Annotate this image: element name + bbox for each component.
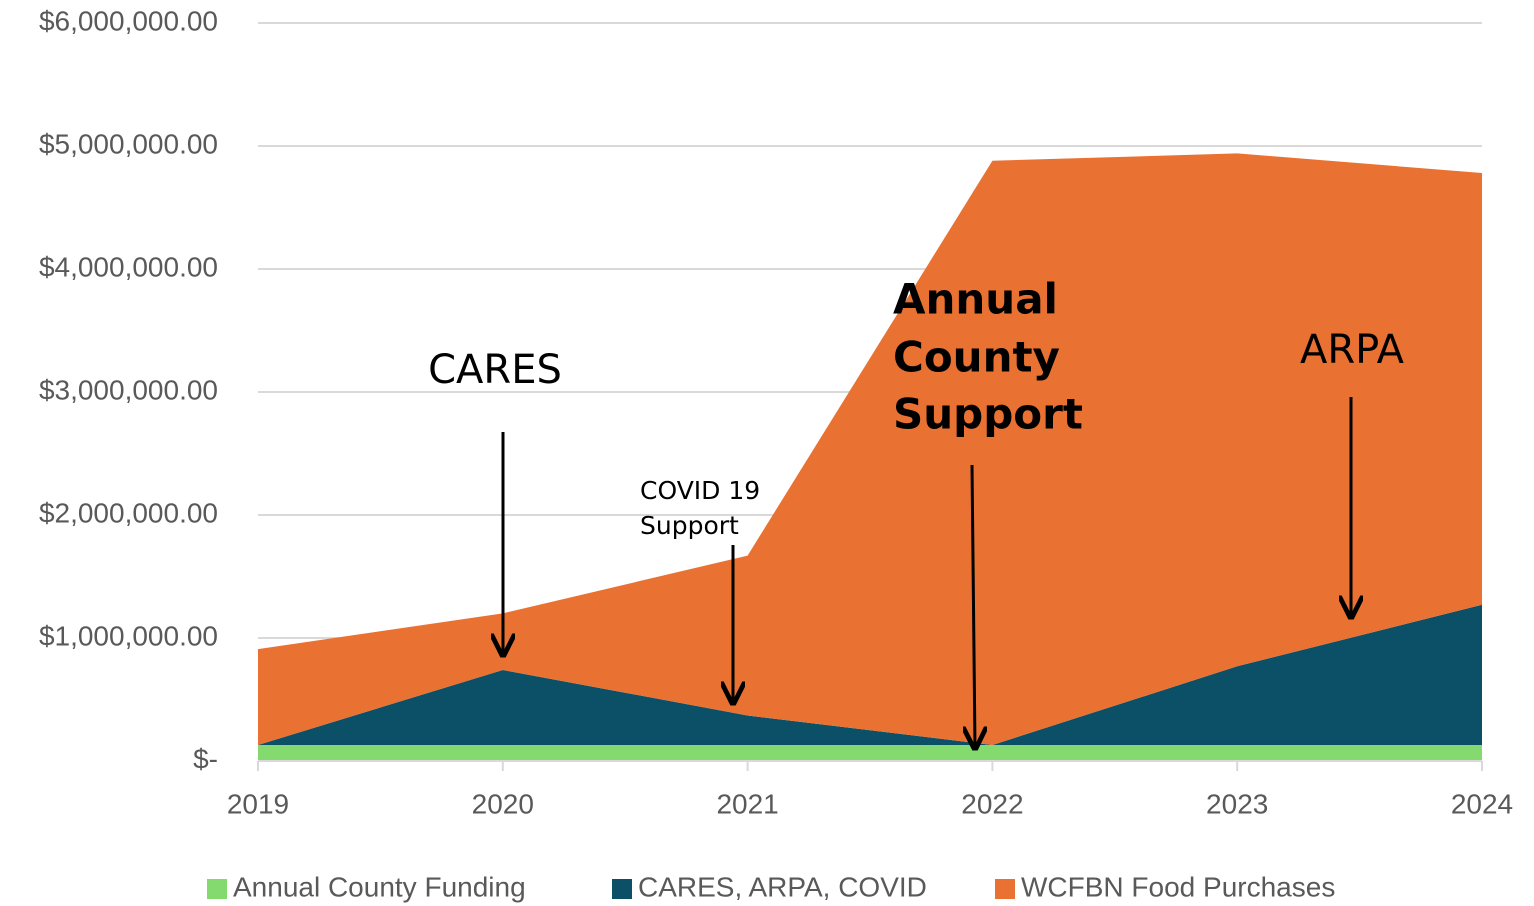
legend-label: CARES, ARPA, COVID [638,871,927,902]
annotation: Annual [893,275,1058,324]
annotation: County [893,333,1060,382]
axes: $- $1,000,000.00 $2,000,000.00 $3,000,000.0… [39,5,1513,819]
annotation: COVID 19 [640,476,760,505]
area [258,153,1482,746]
annotation: ARPA [1300,327,1405,373]
areas [258,153,1482,761]
y-tick-label: $3,000,000.00 [39,374,218,405]
x-tick-label: 2023 [1206,788,1268,819]
x-tick-label: 2022 [961,788,1023,819]
y-tick-label: $- [193,743,218,774]
legend-swatch [612,879,632,899]
annotation: Support [640,511,739,540]
y-tick-label: $5,000,000.00 [39,128,218,159]
legend-label: WCFBN Food Purchases [1021,871,1335,902]
legend-swatch [995,879,1015,899]
x-tick-label: 2021 [716,788,778,819]
annotation: Support [893,390,1083,439]
y-tick-label: $6,000,000.00 [39,5,218,36]
legend-label: Annual County Funding [233,871,526,902]
area [258,745,1482,761]
legend: Annual County Funding CARES, ARPA, COVID W… [207,871,1335,902]
arrow [972,464,975,748]
x-tick-label: 2019 [227,788,289,819]
legend-swatch [207,879,227,899]
y-tick-label: $2,000,000.00 [39,497,218,528]
annotation: CARES [428,347,562,393]
area [258,604,1482,746]
annotations: CARES COVID 19 Support Annual County Sup… [428,275,1405,749]
x-tick-label: 2024 [1451,788,1513,819]
x-tick-label: 2020 [472,788,534,819]
y-tick-label: $4,000,000.00 [39,251,218,282]
y-tick-label: $1,000,000.00 [39,620,218,651]
